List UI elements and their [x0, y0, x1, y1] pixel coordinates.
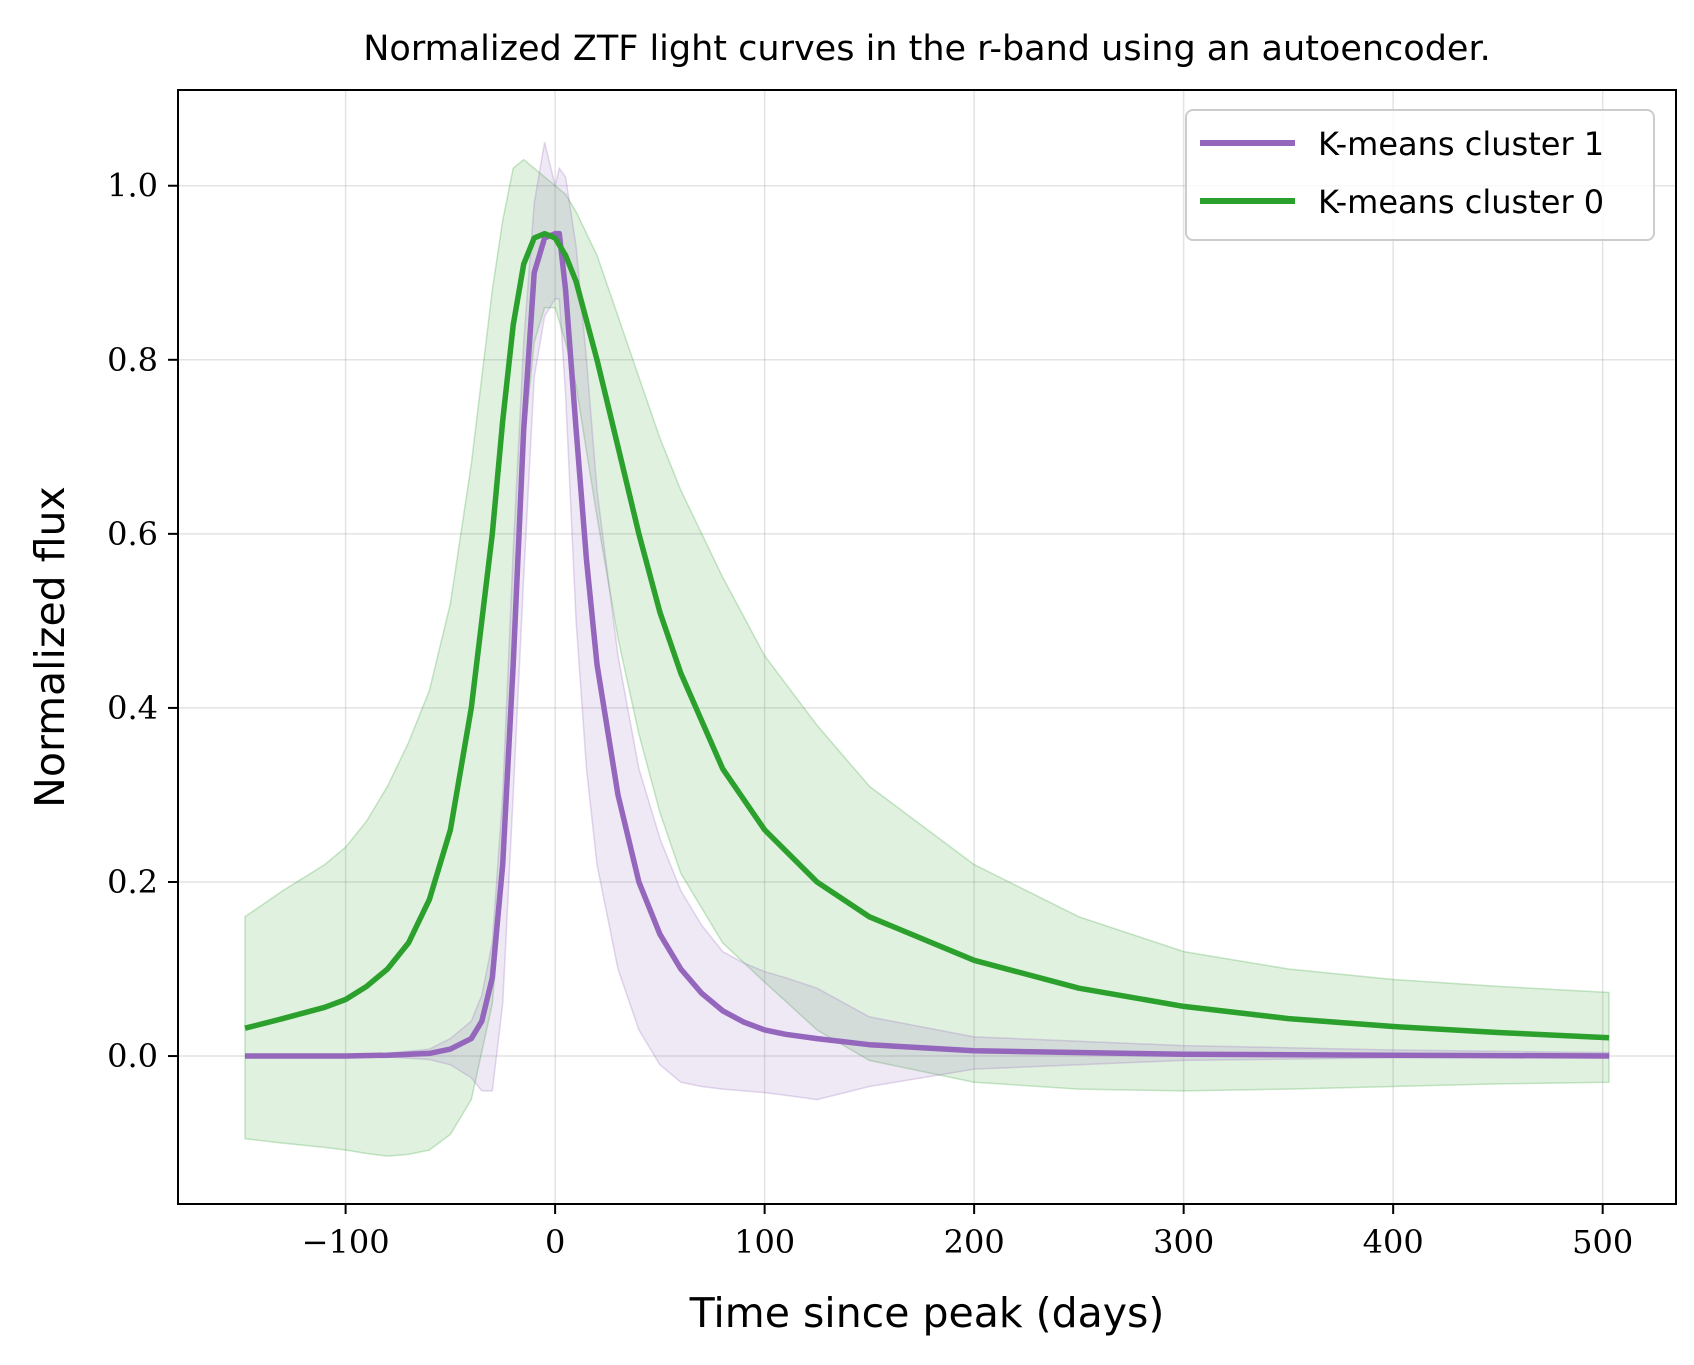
y-tick-label: 0.2 — [107, 863, 158, 901]
x-tick-label: −100 — [302, 1223, 390, 1261]
y-tick-label: 0.4 — [107, 689, 158, 727]
line-k-means-cluster-0 — [244, 230, 1610, 1041]
x-tick-label: 400 — [1363, 1223, 1424, 1261]
plot-area-frame — [177, 89, 1677, 1205]
x-axis-ticks: −100 0 100 200 300 400 500 — [302, 1204, 1633, 1261]
y-tick-label: 0.8 — [107, 341, 158, 379]
x-tick-label: 500 — [1572, 1223, 1633, 1261]
y-axis-ticks: 0.0 0.2 0.4 0.6 0.8 1.0 — [107, 167, 178, 1075]
x-tick-label: 300 — [1153, 1223, 1214, 1261]
x-axis-label: Time since peak (days) — [689, 1289, 1165, 1337]
y-axis-label: Normalized flux — [26, 486, 74, 808]
x-tick-label: 0 — [545, 1223, 565, 1261]
legend-label-cluster-0: K-means cluster 0 — [1318, 183, 1604, 221]
y-tick-label: 0.6 — [107, 515, 158, 553]
legend-label-cluster-1: K-means cluster 1 — [1318, 125, 1604, 163]
y-tick-label: 0.0 — [107, 1037, 158, 1075]
y-tick-label: 1.0 — [107, 167, 158, 205]
x-tick-label: 200 — [944, 1223, 1005, 1261]
chart-title: Normalized ZTF light curves in the r-ban… — [363, 29, 1491, 69]
series-lines — [244, 230, 1610, 1059]
x-tick-label: 100 — [734, 1223, 795, 1261]
legend: K-means cluster 1 K-means cluster 0 — [1185, 109, 1655, 241]
legend-box — [1185, 109, 1655, 241]
line-k-means-cluster-1 — [245, 230, 1610, 1059]
